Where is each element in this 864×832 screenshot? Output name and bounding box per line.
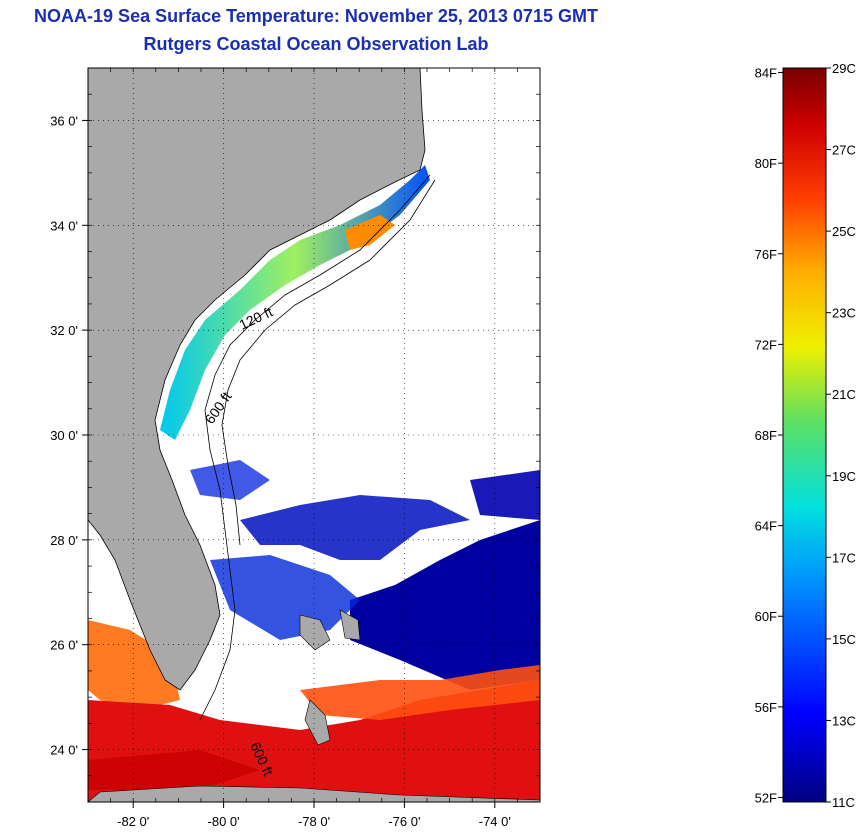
celsius-label: 11C — [832, 795, 855, 810]
land-mass — [88, 68, 426, 691]
fahrenheit-label: 56F — [755, 700, 777, 715]
fahrenheit-label: 72F — [755, 337, 777, 352]
fahrenheit-label: 64F — [755, 519, 777, 534]
lon-tick-label: -82 0' — [117, 814, 149, 829]
fahrenheit-label: 84F — [755, 66, 777, 81]
celsius-label: 25C — [832, 224, 856, 239]
lat-tick-label: 28 0' — [50, 533, 78, 548]
lon-tick-label: -78 0' — [298, 814, 330, 829]
cold-water-region — [190, 460, 540, 690]
fahrenheit-label: 68F — [755, 428, 777, 443]
lat-tick-label: 26 0' — [50, 638, 78, 653]
warm-water-region — [88, 620, 540, 802]
lat-tick-label: 24 0' — [50, 743, 78, 758]
celsius-label: 19C — [832, 469, 856, 484]
map-subtitle: Rutgers Coastal Ocean Observation Lab — [143, 34, 489, 54]
colorbar-celsius-labels: 29C 27C 25C 23C 21C 19C 17C 15C 13C 11C — [826, 61, 856, 810]
celsius-label: 29C — [832, 61, 856, 76]
colorbar-fahrenheit-labels: 84F 80F 76F 72F 68F 64F 60F 56F 52F — [755, 66, 783, 805]
celsius-label: 15C — [832, 632, 856, 647]
bahamas-islands — [299, 609, 361, 746]
lat-tick-label: 34 0' — [50, 218, 78, 233]
celsius-label: 17C — [832, 550, 856, 565]
lat-tick-label: 32 0' — [50, 323, 78, 338]
latitude-axis: 36 0' 34 0' 32 0' 30 0' 28 0' 26 0' 24 0' — [50, 113, 88, 758]
celsius-label: 23C — [832, 306, 856, 321]
lon-tick-label: -74 0' — [479, 814, 511, 829]
depth-contours — [199, 174, 436, 721]
longitude-axis: -82 0' -80 0' -78 0' -76 0' -74 0' — [117, 802, 511, 829]
graticule — [88, 68, 540, 802]
fahrenheit-label: 60F — [755, 609, 777, 624]
fahrenheit-label: 52F — [755, 790, 777, 805]
lat-tick-label: 36 0' — [50, 113, 78, 128]
lon-tick-label: -76 0' — [388, 814, 420, 829]
lon-tick-label: -80 0' — [208, 814, 240, 829]
celsius-label: 21C — [832, 387, 856, 402]
lat-tick-label: 30 0' — [50, 428, 78, 443]
fahrenheit-label: 80F — [755, 156, 777, 171]
map-plot-area: 120 ft 600 ft 600 ft — [88, 68, 540, 802]
celsius-label: 27C — [832, 143, 856, 158]
celsius-label: 13C — [832, 713, 856, 728]
fahrenheit-label: 76F — [755, 247, 777, 262]
map-title: NOAA-19 Sea Surface Temperature: Novembe… — [34, 6, 598, 26]
coastal-cool-band — [160, 165, 430, 440]
map-tick-marks — [87, 67, 541, 803]
colorbar — [782, 67, 827, 803]
